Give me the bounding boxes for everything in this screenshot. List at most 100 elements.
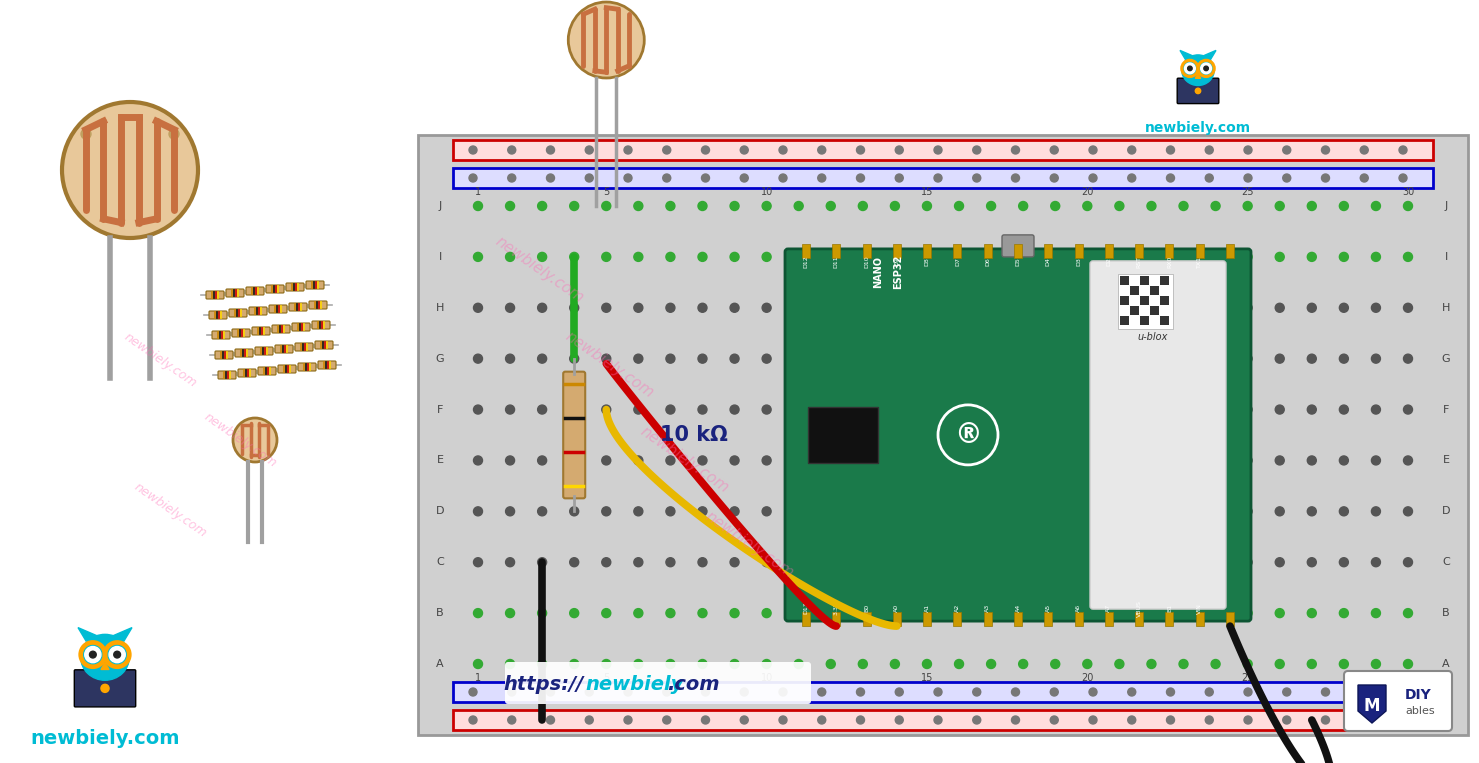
Circle shape (538, 659, 547, 668)
Text: B: B (436, 608, 444, 618)
Bar (808, 407, 879, 463)
Circle shape (1083, 253, 1092, 262)
Bar (923, 244, 932, 258)
Circle shape (762, 303, 771, 312)
Circle shape (1146, 201, 1157, 211)
Bar (1118, 274, 1173, 329)
Circle shape (986, 354, 995, 363)
Text: 25: 25 (1241, 187, 1254, 197)
Circle shape (935, 174, 942, 182)
Circle shape (1340, 201, 1349, 211)
Circle shape (1115, 558, 1124, 567)
Circle shape (1211, 253, 1220, 262)
FancyBboxPatch shape (1001, 235, 1034, 257)
Circle shape (1128, 716, 1136, 724)
Circle shape (818, 688, 825, 696)
FancyBboxPatch shape (257, 367, 277, 375)
Circle shape (1211, 609, 1220, 617)
Circle shape (986, 201, 995, 211)
FancyBboxPatch shape (288, 303, 308, 311)
FancyBboxPatch shape (217, 371, 237, 379)
Circle shape (1083, 659, 1092, 668)
Text: D7: D7 (955, 257, 960, 266)
Circle shape (1115, 456, 1124, 465)
Circle shape (1050, 253, 1060, 262)
Circle shape (1012, 146, 1019, 154)
Circle shape (666, 201, 674, 211)
Bar (1151, 306, 1160, 315)
Circle shape (1307, 303, 1316, 312)
Circle shape (473, 456, 482, 465)
Circle shape (794, 558, 803, 567)
Circle shape (698, 659, 707, 668)
Circle shape (1404, 456, 1412, 465)
Circle shape (1275, 405, 1284, 414)
Circle shape (1307, 456, 1316, 465)
Text: 25: 25 (1241, 673, 1254, 683)
Circle shape (973, 146, 981, 154)
Bar (1140, 276, 1149, 285)
Circle shape (923, 354, 932, 363)
Circle shape (1322, 716, 1330, 724)
Circle shape (1115, 405, 1124, 414)
FancyBboxPatch shape (1177, 78, 1219, 104)
Circle shape (473, 303, 482, 312)
Text: A6: A6 (1077, 604, 1081, 612)
Circle shape (986, 253, 995, 262)
Circle shape (586, 146, 593, 154)
Circle shape (1371, 659, 1380, 668)
Bar (1165, 244, 1173, 258)
Circle shape (506, 201, 515, 211)
Circle shape (1050, 659, 1060, 668)
Circle shape (666, 253, 674, 262)
Circle shape (473, 405, 482, 414)
FancyBboxPatch shape (291, 323, 311, 331)
Bar (1165, 612, 1173, 626)
Circle shape (1244, 253, 1253, 262)
Circle shape (602, 354, 611, 363)
Circle shape (731, 201, 740, 211)
Circle shape (890, 558, 899, 567)
Circle shape (506, 558, 515, 567)
Circle shape (858, 201, 867, 211)
Circle shape (1115, 659, 1124, 668)
Circle shape (1050, 405, 1060, 414)
Circle shape (1179, 507, 1188, 516)
Circle shape (1146, 659, 1157, 668)
Circle shape (698, 507, 707, 516)
Circle shape (1244, 303, 1253, 312)
FancyBboxPatch shape (269, 305, 287, 313)
Bar (1015, 244, 1022, 258)
FancyBboxPatch shape (306, 281, 324, 289)
Circle shape (538, 507, 547, 516)
Circle shape (827, 558, 836, 567)
Polygon shape (1195, 74, 1201, 79)
FancyBboxPatch shape (266, 285, 284, 293)
Circle shape (506, 507, 515, 516)
Circle shape (1179, 354, 1188, 363)
Text: newbiely.com: newbiely.com (703, 509, 797, 581)
Bar (893, 612, 901, 626)
Circle shape (634, 201, 643, 211)
Circle shape (856, 146, 865, 154)
Circle shape (973, 716, 981, 724)
FancyBboxPatch shape (238, 369, 256, 377)
Circle shape (731, 303, 740, 312)
Circle shape (923, 609, 932, 617)
Circle shape (666, 405, 674, 414)
Circle shape (602, 558, 611, 567)
Text: J: J (1445, 201, 1448, 211)
Circle shape (1404, 253, 1412, 262)
FancyBboxPatch shape (297, 363, 317, 371)
Text: 20: 20 (1081, 673, 1093, 683)
Circle shape (1307, 253, 1316, 262)
Circle shape (1282, 688, 1291, 696)
Text: DIY: DIY (1405, 688, 1432, 702)
Circle shape (794, 354, 803, 363)
Circle shape (506, 354, 515, 363)
Text: C: C (1442, 557, 1449, 567)
Circle shape (1050, 354, 1060, 363)
Circle shape (1404, 303, 1412, 312)
Bar (833, 244, 840, 258)
Circle shape (954, 201, 963, 211)
